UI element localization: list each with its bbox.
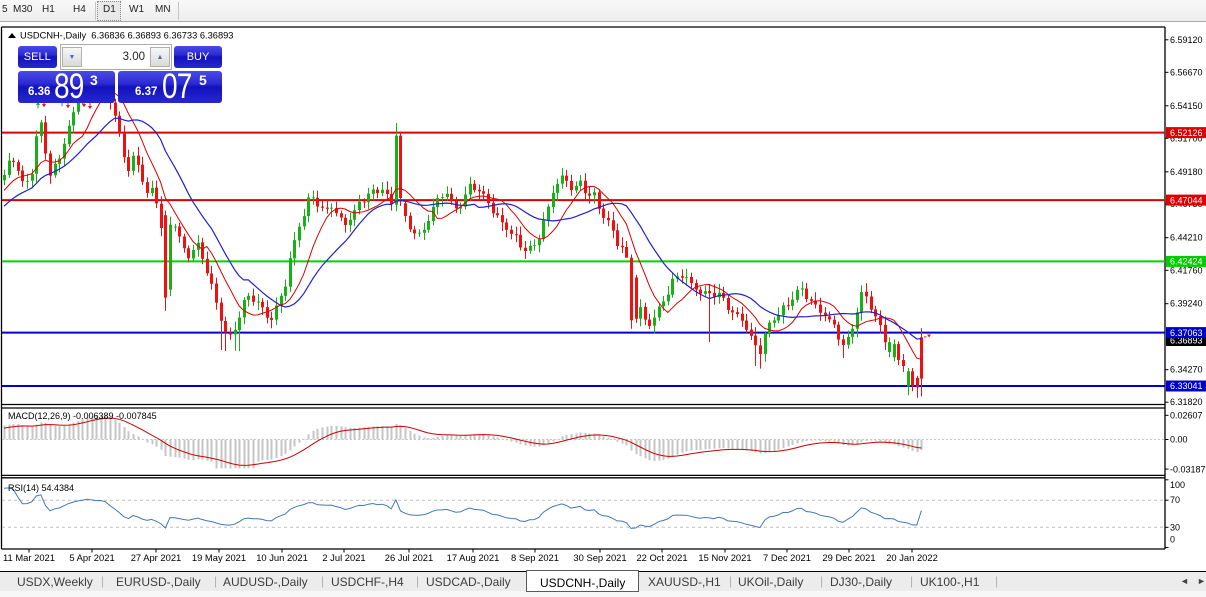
svg-text:6.42424: 6.42424 [1170,257,1203,267]
svg-text:100: 100 [1170,480,1185,490]
svg-text:22 Oct 2021: 22 Oct 2021 [636,552,687,563]
svg-text:6.44210: 6.44210 [1170,233,1203,243]
svg-text:8 Sep 2021: 8 Sep 2021 [511,552,559,563]
svg-text:6.59120: 6.59120 [1170,35,1203,45]
svg-text:6.52126: 6.52126 [1170,128,1203,138]
svg-text:6.33041: 6.33041 [1170,381,1203,391]
svg-text:30: 30 [1170,522,1180,532]
svg-text:20 Jan 2022: 20 Jan 2022 [886,552,938,563]
svg-text:0.00: 0.00 [1170,435,1188,445]
svg-text:MACD(12,26,9) -0.006389 -0.007: MACD(12,26,9) -0.006389 -0.007845 [8,411,157,421]
svg-text:6.34270: 6.34270 [1170,365,1203,375]
svg-text:0: 0 [1170,535,1175,545]
svg-text:RSI(14) 54.4384: RSI(14) 54.4384 [8,483,74,493]
svg-text:6.56670: 6.56670 [1170,67,1203,77]
svg-text:5 Apr 2021: 5 Apr 2021 [69,552,114,563]
svg-text:USDCNH-,Daily 6.36836 6.36893: USDCNH-,Daily 6.36836 6.36893 6.36733 6.… [20,31,233,41]
svg-text:6.31820: 6.31820 [1170,397,1203,407]
svg-text:15 Nov 2021: 15 Nov 2021 [698,552,751,563]
svg-text:6.49180: 6.49180 [1170,167,1203,177]
svg-text:70: 70 [1170,495,1180,505]
svg-text:6.37063: 6.37063 [1170,328,1203,338]
svg-text:10 Jun 2021: 10 Jun 2021 [256,552,308,563]
svg-text:6.36893: 6.36893 [1170,336,1203,346]
svg-text:19 May 2021: 19 May 2021 [192,552,246,563]
svg-text:-0.03187: -0.03187 [1170,464,1206,474]
svg-text:27 Apr 2021: 27 Apr 2021 [131,552,182,563]
svg-text:6.51700: 6.51700 [1170,133,1203,143]
svg-text:6.39240: 6.39240 [1170,299,1203,309]
svg-text:17 Aug 2021: 17 Aug 2021 [447,552,500,563]
svg-text:26 Jul 2021: 26 Jul 2021 [385,552,433,563]
svg-text:0.02607: 0.02607 [1170,411,1203,421]
svg-text:6.47044: 6.47044 [1170,195,1203,205]
svg-text:11 Mar 2021: 11 Mar 2021 [3,552,55,563]
svg-text:7 Dec 2021: 7 Dec 2021 [763,552,811,563]
svg-text:29 Dec 2021: 29 Dec 2021 [822,552,875,563]
svg-text:2 Jul 2021: 2 Jul 2021 [322,552,365,563]
svg-text:30 Sep 2021: 30 Sep 2021 [573,552,626,563]
svg-text:6.41760: 6.41760 [1170,265,1203,275]
svg-text:6.54150: 6.54150 [1170,101,1203,111]
